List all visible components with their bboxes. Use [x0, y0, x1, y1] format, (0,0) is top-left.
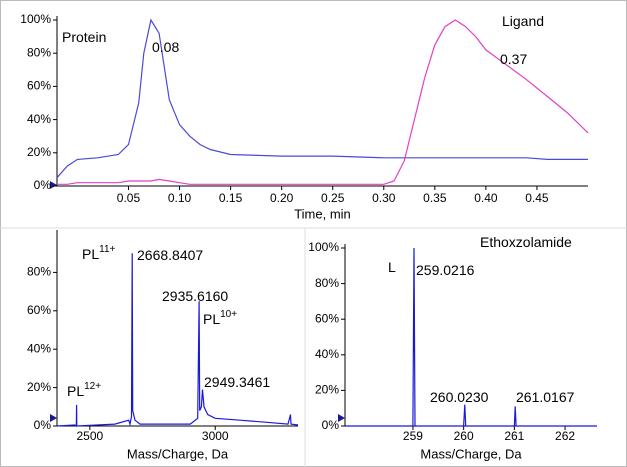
y-tick-label: 0% — [34, 418, 52, 432]
annotation-text: 260.0230 — [430, 389, 489, 405]
annotation-text: 261.0167 — [516, 389, 575, 405]
y-tick-label: 20% — [315, 383, 339, 397]
x-tick-label: 0.40 — [474, 191, 498, 205]
series-line — [56, 253, 299, 428]
y-tick-label: 40% — [27, 341, 51, 355]
annotation: Ligand — [502, 13, 544, 29]
x-tick-label: 0.20 — [270, 191, 294, 205]
annotation-text: 0.37 — [500, 51, 527, 67]
x-tick-label: 259 — [403, 429, 423, 443]
annotation: Ethoxzolamide — [480, 234, 572, 250]
annotation: 0.37 — [500, 51, 527, 67]
x-tick-label: 0.05 — [117, 191, 141, 205]
annotation: PL10+ — [203, 309, 237, 327]
y-tick-label: 0% — [34, 178, 52, 192]
annotation-text: 259.0216 — [416, 262, 475, 278]
y-tick-label: 60% — [315, 311, 339, 325]
y-tick-label: 100% — [20, 12, 51, 26]
annotation-text: PL — [203, 311, 220, 327]
annotation: 2935.6160 — [162, 288, 228, 304]
x-tick-label: 0.25 — [321, 191, 345, 205]
y-tick-label: 0% — [322, 418, 340, 432]
x-tick-label: 0.30 — [372, 191, 396, 205]
annotation-text: PL — [82, 246, 99, 262]
x-tick-label: 261 — [504, 429, 524, 443]
x-axis-title: Mass/Charge, Da — [127, 446, 229, 461]
series-line — [56, 18, 588, 179]
x-tick-label: 0.35 — [423, 191, 447, 205]
annotation-text: PL — [67, 383, 84, 399]
y-tick-label: 40% — [27, 112, 51, 126]
annotation: 2949.3461 — [204, 374, 270, 390]
y-tick-label: 60% — [27, 303, 51, 317]
x-tick-label: 0.10 — [168, 191, 192, 205]
annotation-text: 0.08 — [152, 39, 179, 55]
y-tick-label: 60% — [27, 79, 51, 93]
annotation: 260.0230 — [430, 389, 489, 405]
annotation: Protein — [62, 29, 106, 45]
y-tick-label: 20% — [27, 380, 51, 394]
y-tick-label: 40% — [315, 347, 339, 361]
y-tick-label: 80% — [27, 265, 51, 279]
annotation: PL12+ — [67, 381, 101, 399]
annotation-superscript: 11+ — [99, 244, 115, 255]
annotation: 2668.8407 — [137, 247, 203, 263]
x-axis-title: Time, min — [294, 206, 351, 221]
annotation: 0.08 — [152, 39, 179, 55]
annotation-text: Ethoxzolamide — [480, 234, 572, 250]
x-tick-label: 0.45 — [525, 191, 549, 205]
annotation-text: L — [388, 259, 396, 275]
annotation: 259.0216 — [416, 262, 475, 278]
annotation-superscript: 10+ — [220, 309, 237, 320]
annotation-text: 2935.6160 — [162, 288, 228, 304]
annotation: L — [388, 259, 396, 275]
series-line — [345, 247, 597, 427]
x-tick-label: 0.15 — [219, 191, 243, 205]
x-axis-title: Mass/Charge, Da — [420, 446, 522, 461]
x-tick-label: 2500 — [77, 429, 104, 443]
x-tick-label: 3000 — [202, 429, 229, 443]
annotation: PL11+ — [82, 244, 116, 262]
annotation: 261.0167 — [516, 389, 575, 405]
annotation-text: 2949.3461 — [204, 374, 270, 390]
x-tick-label: 260 — [454, 429, 474, 443]
annotation-superscript: 12+ — [84, 381, 101, 392]
y-tick-label: 80% — [315, 276, 339, 290]
series-line — [57, 19, 589, 185]
y-tick-label: 20% — [27, 145, 51, 159]
x-tick-label: 262 — [555, 429, 575, 443]
y-tick-label: 100% — [308, 240, 339, 254]
annotation-text: Protein — [62, 29, 106, 45]
annotation-text: 2668.8407 — [137, 247, 203, 263]
annotation-text: Ligand — [502, 13, 544, 29]
y-tick-label: 80% — [27, 45, 51, 59]
